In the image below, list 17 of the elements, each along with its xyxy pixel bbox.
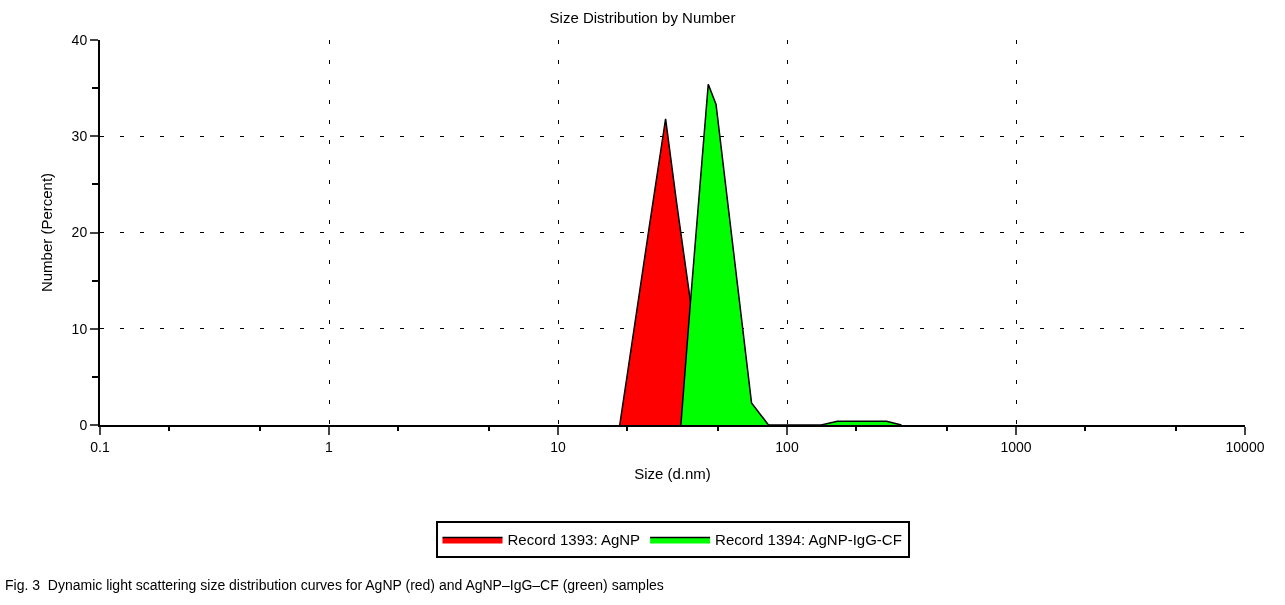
x-tick-label: 0.1 [90,438,110,455]
caption: Fig. 3 Dynamic light scattering size distribution curves for AgNP (red) and AgNP–IgG–CF (green) samples [5,577,664,593]
legend-label: Record 1393: AgNP [507,531,641,549]
x-tick-label: 100 [775,438,799,455]
x-axis-title: Size (d.nm) [634,465,711,483]
y-tick-label: 30 [71,128,88,145]
y-tick-label: 0 [79,416,88,433]
legend-label: Record 1394: AgNP-IgG-CF [715,531,902,549]
y-tick-label: 40 [71,31,88,48]
x-tick-label: 10000 [1225,438,1265,455]
y-tick-label: 10 [71,320,88,337]
y-axis-title: Number (Percent) [38,172,56,293]
x-tick-label: 10 [550,438,566,455]
x-tick-label: 1000 [1000,438,1032,455]
x-tick-label: 1 [325,438,334,455]
y-tick-label: 20 [71,224,88,241]
chart-title: Size Distribution by Number [549,8,736,26]
